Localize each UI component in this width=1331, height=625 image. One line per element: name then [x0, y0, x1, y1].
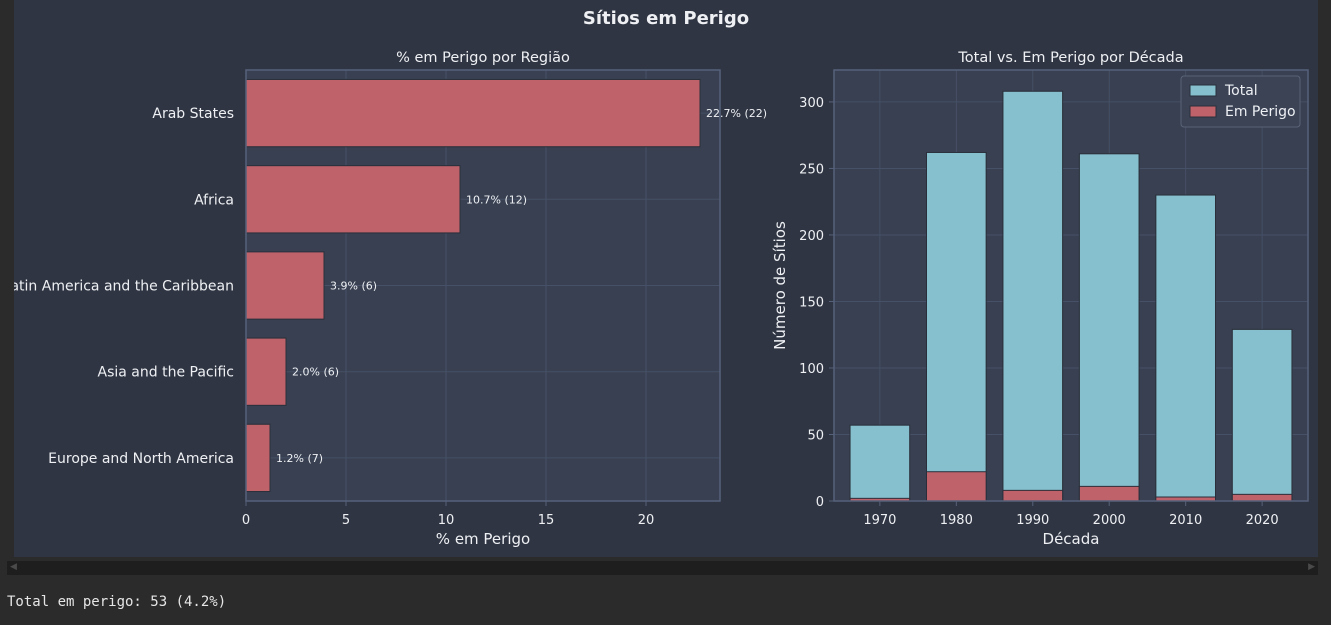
legend-label-endangered: Em Perigo: [1225, 104, 1296, 120]
decade-chart-y-tick-label: 250: [799, 162, 824, 177]
left-gutter: [0, 0, 14, 557]
decade-chart-frame: [833, 69, 1309, 502]
region-bar: [245, 251, 325, 320]
region-chart-title: % em Perigo por Região: [396, 50, 570, 66]
right-gutter: [1318, 0, 1331, 557]
region-data-label: 10.7% (12): [466, 193, 527, 206]
legend-swatch-endangered: [1189, 105, 1217, 118]
decade-chart-x-tick-label: 1980: [940, 513, 973, 528]
decade-chart-x-tick-label: 2020: [1246, 513, 1279, 528]
endangered-bar: [1231, 493, 1293, 502]
decade-chart-x-tick-label: 1990: [1016, 513, 1049, 528]
endangered-bar: [1078, 485, 1140, 502]
total-bar: [1155, 194, 1216, 502]
region-chart: Arab States 22.7% (22) Africa 10.7% (12) Lat…: [3, 50, 767, 548]
region-category-label: Asia and the Pacific: [98, 365, 235, 381]
total-bar: [849, 424, 911, 502]
total-bar: [1078, 153, 1140, 502]
region-category-label: Latin America and the Caribbean: [14, 279, 234, 295]
region-chart-x-axis-label: % em Perigo: [436, 530, 530, 548]
region-chart-x-tick-label: 0: [242, 513, 250, 528]
region-category-label: Africa: [194, 192, 234, 208]
decade-chart-y-axis-label: Número de Sítios: [771, 221, 789, 350]
region-bar: [245, 165, 461, 234]
decade-chart-y-tick-label: 150: [799, 295, 824, 310]
region-data-label: 1.2% (7): [276, 452, 323, 465]
decade-chart: 0 50 100 150 200 250 300 1970 1980 1990 2000 2010 20…: [771, 50, 1309, 548]
total-bar: [926, 151, 987, 502]
region-category-label: Arab States: [152, 106, 234, 122]
region-bar: [245, 78, 701, 148]
region-chart-frame: [245, 69, 721, 502]
chart-canvas: Sítios em Perigo Arab States 22.7% (22) Af…: [3, 8, 1309, 548]
total-bar: [1231, 328, 1293, 502]
decade-chart-y-tick-label: 100: [799, 362, 824, 377]
endangered-bar: [926, 471, 987, 502]
console-output: Total em perigo: 53 (4.2%): [7, 594, 227, 610]
scroll-right-icon[interactable]: ▶: [1308, 562, 1315, 572]
decade-chart-x-tick-label: 2010: [1169, 513, 1202, 528]
region-chart-x-tick-label: 10: [438, 513, 455, 528]
decade-chart-y-tick-label: 50: [807, 428, 824, 443]
decade-chart-title: Total vs. Em Perigo por Década: [957, 50, 1183, 66]
decade-chart-x-axis-label: Década: [1043, 530, 1100, 548]
decade-chart-legend: Total Em Perigo: [1180, 75, 1301, 128]
region-data-label: 2.0% (6): [292, 366, 339, 379]
region-data-label: 22.7% (22): [706, 107, 767, 120]
decade-chart-y-tick-label: 0: [816, 495, 824, 510]
region-chart-x-tick-label: 20: [638, 513, 655, 528]
region-chart-x-tick-label: 15: [538, 513, 555, 528]
horizontal-scrollbar[interactable]: ◀ ▶: [7, 561, 1318, 575]
decade-chart-y-tick-label: 300: [799, 96, 824, 111]
legend-swatch-total: [1189, 84, 1217, 97]
region-category-label: Europe and North America: [48, 451, 234, 467]
figure-title: Sítios em Perigo: [583, 8, 749, 29]
region-chart-x-tick-label: 5: [342, 513, 350, 528]
decade-chart-x-tick-label: 2000: [1093, 513, 1126, 528]
decade-chart-plot-area: [834, 70, 1308, 501]
endangered-bar: [1002, 489, 1064, 502]
region-bar: [245, 423, 271, 493]
scroll-left-icon[interactable]: ◀: [10, 562, 17, 572]
region-bar: [245, 337, 287, 406]
decade-chart-x-tick-label: 1970: [863, 513, 896, 528]
region-data-label: 3.9% (6): [330, 280, 377, 293]
legend-label-total: Total: [1224, 83, 1258, 99]
decade-chart-y-tick-label: 200: [799, 229, 824, 244]
figure-panel: Sítios em Perigo Arab States 22.7% (22) Af…: [3, 0, 1318, 557]
total-bar: [1002, 90, 1064, 502]
